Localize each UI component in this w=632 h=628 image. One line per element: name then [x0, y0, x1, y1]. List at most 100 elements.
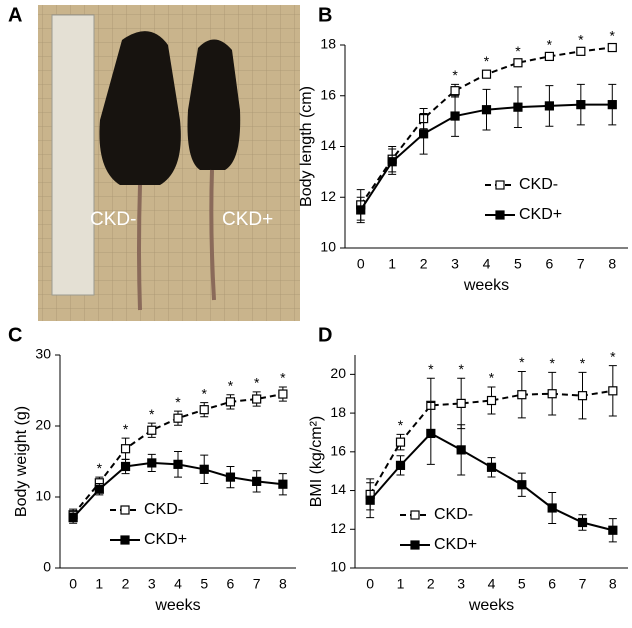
x-tick-label: 6 [227, 576, 235, 592]
data-point [456, 398, 466, 409]
data-point [450, 111, 460, 121]
data-point [577, 391, 588, 401]
series-line [369, 389, 613, 495]
significance-mark: * [610, 348, 616, 364]
x-tick-label: 2 [122, 576, 130, 592]
x-tick-label: 3 [148, 576, 156, 592]
data-point [607, 42, 617, 53]
y-axis-title: BMI (kg/cm²) [308, 416, 325, 508]
significance-mark: * [97, 460, 103, 476]
data-point [356, 205, 366, 215]
data-point [577, 517, 588, 528]
significance-mark: * [578, 32, 584, 48]
significance-mark: * [228, 377, 234, 393]
data-point [544, 51, 554, 62]
y-tick-label: 14 [320, 137, 336, 153]
x-tick-label: 5 [200, 576, 208, 592]
data-point [68, 512, 78, 523]
significance-mark: * [549, 355, 555, 371]
data-point [199, 464, 209, 474]
legend-label: CKD+ [519, 206, 562, 223]
data-point [481, 69, 492, 79]
data-point [147, 458, 157, 468]
legend-label: CKD- [434, 506, 473, 523]
x-axis-title: weeks [463, 277, 509, 294]
significance-mark: * [280, 370, 286, 386]
panel-letter: D [318, 324, 332, 346]
x-tick-label: 1 [388, 256, 396, 272]
data-point [365, 495, 375, 505]
x-tick-label: 6 [545, 256, 553, 272]
x-tick-label: 3 [451, 256, 459, 272]
data-point [225, 472, 236, 482]
y-tick-label: 10 [330, 559, 346, 575]
data-point [576, 100, 586, 110]
legend-label: CKD+ [434, 536, 477, 553]
data-point [419, 129, 429, 139]
data-point [278, 479, 288, 489]
data-point [576, 46, 586, 56]
x-axis-title: weeks [154, 597, 200, 614]
significance-mark: * [547, 37, 553, 53]
panel-letter: C [8, 324, 22, 346]
data-point [450, 86, 460, 96]
data-point [252, 476, 262, 486]
x-axis-title: weeks [468, 597, 514, 614]
mouse [187, 39, 241, 170]
data-point [486, 395, 497, 406]
ruler [51, 14, 95, 296]
y-axis-title: Body weight (g) [13, 406, 30, 517]
x-tick-label: 8 [608, 256, 616, 272]
data-point [278, 389, 288, 399]
significance-mark: * [458, 361, 464, 377]
legend-marker [495, 180, 505, 190]
y-tick-label: 12 [330, 520, 346, 536]
mouse [99, 31, 181, 185]
data-point [608, 386, 618, 396]
x-tick-label: 4 [488, 576, 496, 592]
data-point [199, 405, 209, 415]
x-tick-label: 4 [483, 256, 491, 272]
data-point [547, 389, 557, 399]
legend-marker [120, 535, 130, 545]
y-tick-label: 12 [320, 188, 336, 204]
significance-mark: * [149, 406, 155, 422]
series-line [369, 432, 614, 532]
data-point [544, 101, 554, 111]
significance-mark: * [610, 28, 616, 44]
legend-marker [120, 505, 130, 515]
significance-mark: * [123, 421, 129, 437]
x-tick-label: 1 [95, 576, 103, 592]
x-tick-label: 5 [514, 256, 522, 272]
x-tick-label: 0 [366, 576, 374, 592]
data-point [426, 428, 436, 439]
significance-mark: * [484, 53, 490, 69]
x-tick-label: 7 [577, 256, 585, 272]
data-point [147, 425, 157, 435]
data-point [395, 460, 406, 470]
legend-marker [410, 540, 420, 550]
y-tick-label: 20 [330, 365, 346, 381]
significance-mark: * [428, 361, 434, 377]
x-tick-label: 0 [69, 576, 77, 592]
y-tick-label: 16 [320, 86, 336, 102]
significance-mark: * [489, 370, 495, 386]
data-point [173, 459, 183, 469]
significance-mark: * [515, 43, 521, 59]
data-point [173, 413, 183, 423]
y-axis-title: Body length (cm) [298, 86, 315, 207]
data-point [481, 105, 492, 115]
data-point [225, 397, 236, 407]
data-point [387, 157, 397, 167]
y-tick-label: 16 [330, 443, 346, 459]
x-tick-label: 0 [357, 256, 365, 272]
mouse-tail [137, 184, 142, 311]
y-tick-label: 14 [330, 481, 346, 497]
data-point [517, 390, 527, 400]
x-tick-label: 2 [427, 576, 435, 592]
legend-marker [410, 510, 420, 520]
photo-label: CKD- [90, 209, 136, 230]
y-tick-label: 30 [35, 346, 51, 362]
x-tick-label: 8 [609, 576, 617, 592]
significance-mark: * [580, 355, 586, 371]
